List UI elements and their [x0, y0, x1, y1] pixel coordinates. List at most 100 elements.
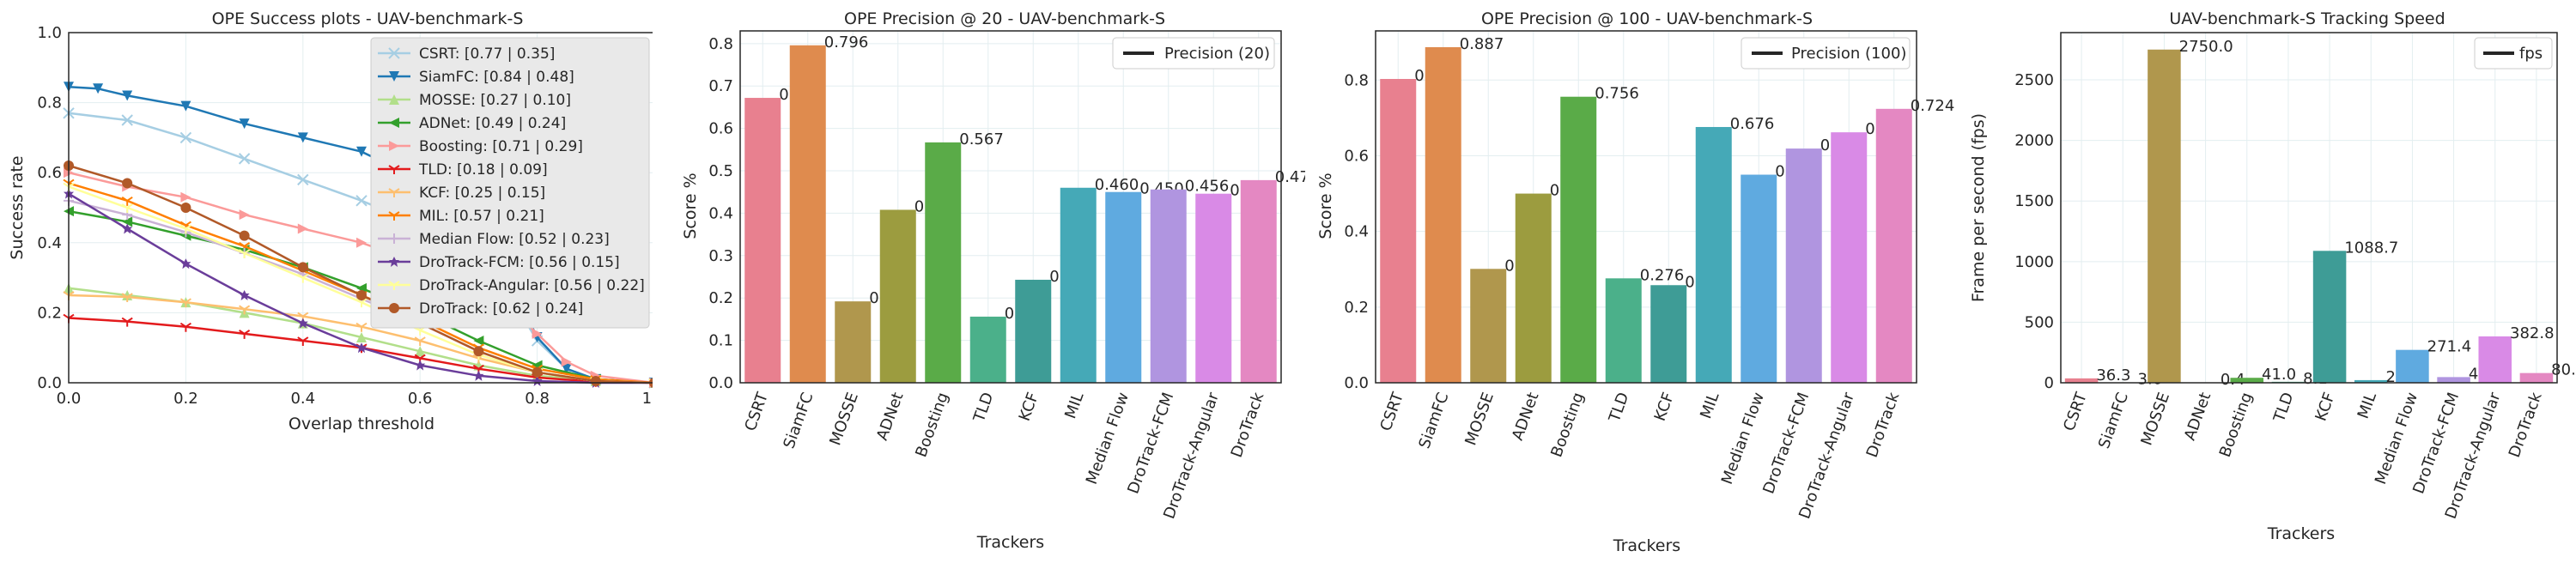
data-point [239, 118, 250, 130]
data-point [179, 224, 191, 234]
data-point [532, 366, 543, 378]
y-tick-label: 0.8 [708, 35, 733, 53]
x-tick-label: TLD [969, 390, 997, 426]
legend-label: Precision (20) [1164, 45, 1270, 63]
data-point [180, 258, 191, 269]
data-point [297, 132, 308, 143]
data-point [356, 146, 367, 157]
x-tick-label: 0.8 [525, 390, 550, 408]
legend-label: DroTrack: [0.62 | 0.24] [419, 300, 583, 318]
legend-box [1741, 37, 1911, 70]
legend-label: MOSSE: [0.27 | 0.10] [419, 92, 571, 109]
data-point [297, 318, 308, 329]
x-tick-label: CSRT [741, 390, 772, 434]
bar [1195, 193, 1232, 383]
plot-frame [2060, 32, 2558, 384]
y-axis-label: Frame per second (fps) [1969, 113, 1988, 302]
data-point [121, 114, 133, 126]
y-tick-label: 0.1 [708, 332, 733, 350]
legend-label: DroTrack-FCM: [0.56 | 0.15] [419, 254, 620, 271]
bar [2230, 378, 2264, 383]
legend-label: CSRT: [0.77 | 0.35] [419, 45, 555, 63]
x-tick-label: DroTrack-FCM [1759, 390, 1813, 497]
y-tick-label: 0.4 [708, 204, 733, 222]
data-point [179, 322, 191, 332]
tracking-speed-chart: UAV-benchmark-S Tracking Speed 0 500 1000 1… [1969, 9, 2576, 543]
y-tick-label: 0.6 [708, 120, 733, 138]
y-axis-label: Success rate [8, 155, 27, 259]
bar [1240, 179, 1277, 383]
bar [1741, 174, 1777, 383]
x-tick-label: SiamFC [780, 390, 817, 451]
bars: 0.8030.8870.3010.5000.7560.2760.2580.676… [1380, 35, 1955, 384]
x-axis-label: Overlap threshold [289, 415, 434, 433]
bar [789, 45, 826, 384]
legend-label: DroTrack-Angular: [0.56 | 0.22] [419, 277, 645, 294]
bar [2437, 377, 2470, 383]
data-label: 0.456 [1185, 178, 1230, 196]
data-point [355, 322, 368, 332]
x-tick-label: ADNet [1509, 390, 1542, 443]
legend-entry: Median Flow: [0.52 | 0.23] [378, 231, 610, 248]
legend-marker [388, 188, 400, 197]
y-tick-label: 0.5 [708, 162, 733, 180]
x-tick-label: 0.4 [290, 390, 315, 408]
data-point [297, 262, 308, 273]
data-point [297, 336, 309, 347]
x-tick-label: SiamFC [1415, 390, 1452, 451]
data-point [590, 375, 601, 386]
data-point [239, 330, 251, 339]
bar [1425, 46, 1461, 383]
legend: CSRT: [0.77 | 0.35] SiamFC: [0.84 | 0.48]… [370, 37, 650, 329]
chart-title: OPE Precision @ 20 - UAV-benchmark-S [844, 9, 1165, 28]
bar [1695, 126, 1732, 383]
y-tick-label: 0.3 [708, 247, 733, 265]
data-point [415, 360, 426, 371]
data-point [122, 90, 133, 101]
y-tick-label: 0.0 [708, 374, 733, 392]
y-tick-label: 2000 [2014, 132, 2054, 150]
data-point [473, 346, 484, 357]
chart-title: UAV-benchmark-S Tracking Speed [2169, 9, 2445, 28]
data-point [121, 197, 133, 206]
data-point [415, 346, 426, 357]
bar [2064, 378, 2099, 383]
legend-entry: MOSSE: [0.27 | 0.10] [378, 92, 571, 109]
data-point [180, 191, 191, 203]
y-tick-label: 0.2 [37, 304, 62, 322]
x-tick-label: DroTrack [1228, 390, 1268, 460]
legend: fps [2474, 37, 2553, 70]
data-point [239, 290, 250, 300]
legend-label: Boosting: [0.71 | 0.29] [419, 138, 583, 155]
data-point [356, 342, 367, 354]
legend-marker [388, 165, 400, 174]
bar [1150, 189, 1187, 383]
x-tick-label: Boosting [1547, 390, 1588, 460]
legend-entry: TLD: [0.18 | 0.09] [378, 161, 548, 179]
data-label: 382.8 [2510, 324, 2555, 342]
data-point [179, 131, 192, 144]
data-label: 1088.7 [2344, 239, 2398, 257]
data-point [561, 363, 572, 374]
legend-entry: SiamFC: [0.84 | 0.48] [378, 69, 574, 86]
y-tick-label: 0.0 [37, 374, 62, 392]
bar [1470, 269, 1507, 383]
data-point [93, 83, 104, 94]
x-tick-label: CSRT [2060, 390, 2091, 434]
y-axis-label: Score % [1316, 173, 1335, 239]
data-point [122, 223, 133, 234]
data-point [297, 223, 308, 234]
bar [1515, 193, 1552, 383]
x-tick-label: Boosting [2216, 390, 2257, 460]
legend-entry: DroTrack-Angular: [0.56 | 0.22] [378, 277, 645, 294]
data-point [238, 153, 251, 165]
data-label: 0.724 [1911, 97, 1955, 115]
y-tick-label: 1500 [2014, 192, 2054, 210]
bar [1875, 108, 1912, 384]
legend-label: Precision (100) [1791, 45, 1906, 63]
data-label: 41.0 [2262, 366, 2296, 384]
y-tick-label: 1000 [2014, 253, 2054, 271]
x-axis-label: Trackers [2267, 524, 2335, 543]
x-tick-label: DroTrack [1863, 390, 1904, 460]
data-point [297, 273, 309, 283]
